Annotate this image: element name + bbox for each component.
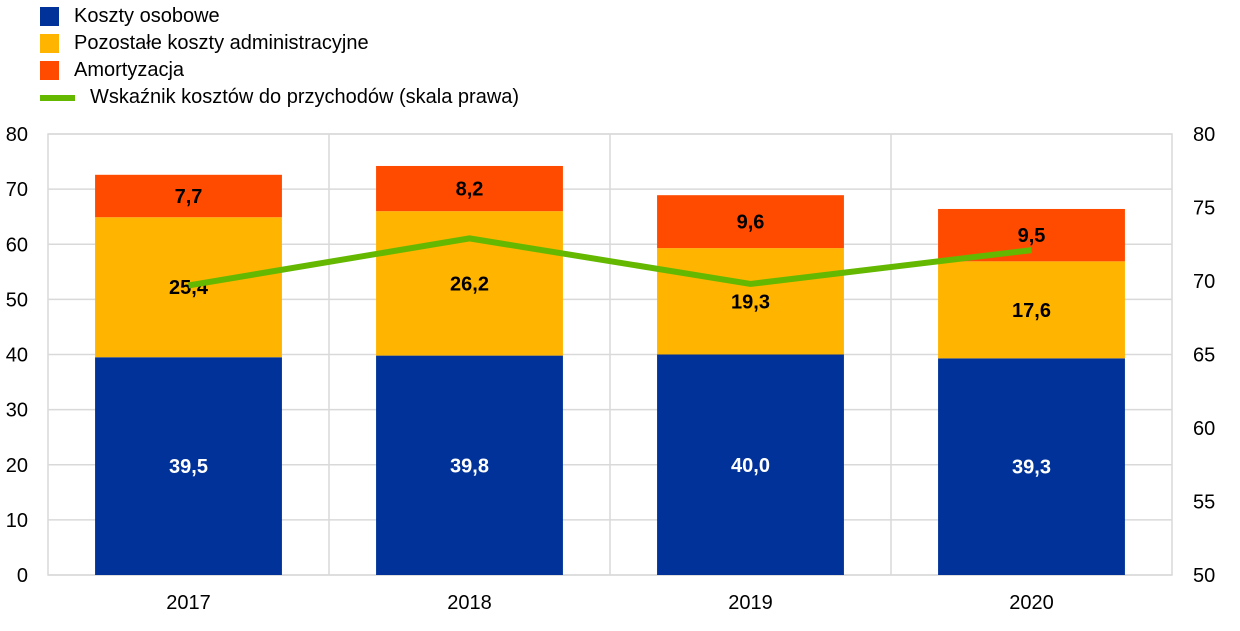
- legend-swatch-pozostale-koszty: [40, 34, 59, 53]
- data-label-2-2018: 8,2: [456, 179, 484, 201]
- y-left-tick-5: 50: [6, 289, 28, 311]
- legend-label-pozostale-koszty: Pozostałe koszty administracyjne: [74, 32, 369, 54]
- y-right-tick-5: 75: [1193, 198, 1215, 220]
- y-right-tick-2: 60: [1193, 418, 1215, 440]
- line-series-wskaznik: [188, 235, 1032, 289]
- data-label-0-2020: 39,3: [1012, 457, 1051, 479]
- bar-0-2020: [938, 358, 1125, 575]
- plot-frame: [47, 133, 1173, 576]
- y-left-tick-6: 60: [6, 234, 28, 256]
- bar-0-2017: [95, 357, 282, 575]
- data-label-1-2018: 26,2: [450, 273, 489, 295]
- legend-item-amortyzacja: Amortyzacja: [40, 57, 519, 84]
- y-right-tick-6: 80: [1193, 124, 1215, 146]
- bar-1-2018: [376, 211, 563, 356]
- legend-swatch-amortyzacja: [40, 61, 59, 80]
- bar-1-2019: [657, 248, 844, 355]
- y-left-tick-0: 0: [17, 565, 28, 587]
- legend-label-wskaznik: Wskaźnik kosztów do przychodów (skala pr…: [90, 86, 520, 108]
- bar-2-2017: [95, 174, 282, 218]
- y-left-tick-2: 20: [6, 455, 28, 477]
- data-label-2-2020: 9,5: [1018, 225, 1046, 247]
- data-label-2-2019: 9,6: [737, 212, 765, 234]
- legend-item-pozostale-koszty: Pozostałe koszty administracyjne: [40, 30, 519, 57]
- data-label-2-2017: 7,7: [175, 186, 203, 208]
- x-tick-2018: 2018: [447, 592, 492, 614]
- legend-swatch-koszty-osobowe: [40, 7, 59, 26]
- y-left-tick-1: 10: [6, 510, 28, 532]
- bar-2-2019: [657, 195, 844, 249]
- data-label-1-2020: 17,6: [1012, 300, 1051, 322]
- bar-1-2020: [938, 261, 1125, 359]
- data-label-1-2019: 19,3: [731, 291, 770, 313]
- chart-legend: Koszty osobowe Pozostałe koszty administ…: [40, 3, 519, 111]
- legend-label-amortyzacja: Amortyzacja: [74, 59, 185, 81]
- x-tick-2019: 2019: [728, 592, 773, 614]
- y-left-tick-8: 80: [6, 124, 28, 146]
- y-left-tick-3: 30: [6, 400, 28, 422]
- y-right-tick-0: 50: [1193, 565, 1215, 587]
- x-tick-2017: 2017: [166, 592, 211, 614]
- y-right-tick-3: 65: [1193, 345, 1215, 367]
- bar-0-2018: [376, 355, 563, 575]
- data-label-0-2018: 39,8: [450, 455, 489, 477]
- data-label-0-2017: 39,5: [169, 456, 208, 478]
- y-right-tick-1: 55: [1193, 492, 1215, 514]
- legend-swatch-wskaznik: [40, 94, 75, 101]
- bar-2-2018: [376, 165, 563, 212]
- bar-1-2017: [95, 217, 282, 358]
- data-label-0-2019: 40,0: [731, 455, 770, 477]
- legend-label-koszty-osobowe: Koszty osobowe: [74, 5, 220, 27]
- legend-item-koszty-osobowe: Koszty osobowe: [40, 3, 519, 30]
- y-right-tick-4: 70: [1193, 271, 1215, 293]
- y-left-tick-7: 70: [6, 179, 28, 201]
- y-left-tick-4: 40: [6, 345, 28, 367]
- bar-0-2019: [657, 354, 844, 575]
- x-tick-2020: 2020: [1009, 592, 1054, 614]
- legend-item-wskaznik: Wskaźnik kosztów do przychodów (skala pr…: [40, 84, 519, 111]
